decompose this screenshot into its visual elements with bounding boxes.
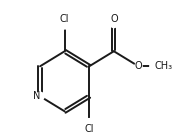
Text: O: O [110,14,118,24]
Text: Cl: Cl [60,14,69,24]
Circle shape [149,61,161,72]
Text: CH₃: CH₃ [155,61,173,71]
Text: O: O [135,61,142,71]
Text: Cl: Cl [84,124,94,134]
Circle shape [59,18,70,30]
Circle shape [84,118,95,129]
Circle shape [109,20,118,28]
Circle shape [134,62,143,71]
Circle shape [35,91,45,101]
Text: N: N [33,91,40,101]
